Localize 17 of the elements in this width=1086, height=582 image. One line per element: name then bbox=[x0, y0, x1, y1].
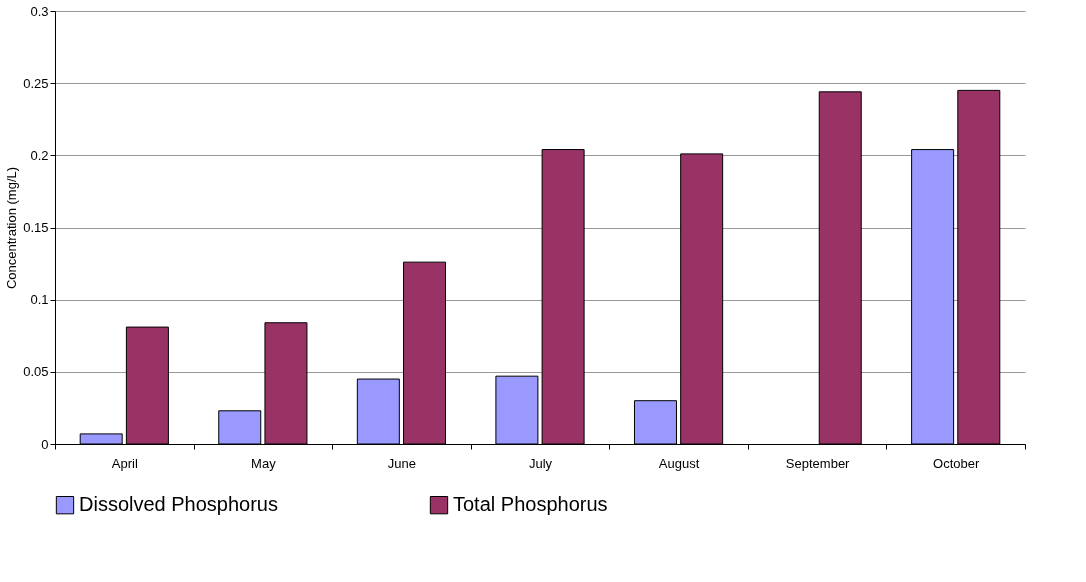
legend-label: Total Phosphorus bbox=[453, 493, 608, 516]
y-tick-label: 0.05 bbox=[23, 364, 49, 380]
y-tick-label: 0.15 bbox=[23, 220, 49, 235]
x-tick-label: October bbox=[933, 455, 980, 471]
x-tick-label: April bbox=[111, 455, 138, 471]
x-tick-label: September bbox=[785, 455, 851, 471]
x-tick-label: August bbox=[658, 455, 700, 471]
y-tick-label: 0.3 bbox=[30, 3, 49, 19]
x-tick-label: June bbox=[387, 455, 417, 471]
x-tick-label: July bbox=[528, 455, 553, 471]
y-tick-label: 0 bbox=[41, 436, 49, 452]
x-tick-label: May bbox=[251, 455, 277, 471]
y-axis-title: Concentration (mg/L) bbox=[4, 166, 20, 290]
y-tick-label: 0.2 bbox=[30, 147, 49, 163]
legend-label: Dissolved Phosphorus bbox=[79, 493, 278, 516]
y-tick-label: 0.1 bbox=[30, 292, 49, 308]
y-tick-label: 0.25 bbox=[23, 75, 49, 91]
